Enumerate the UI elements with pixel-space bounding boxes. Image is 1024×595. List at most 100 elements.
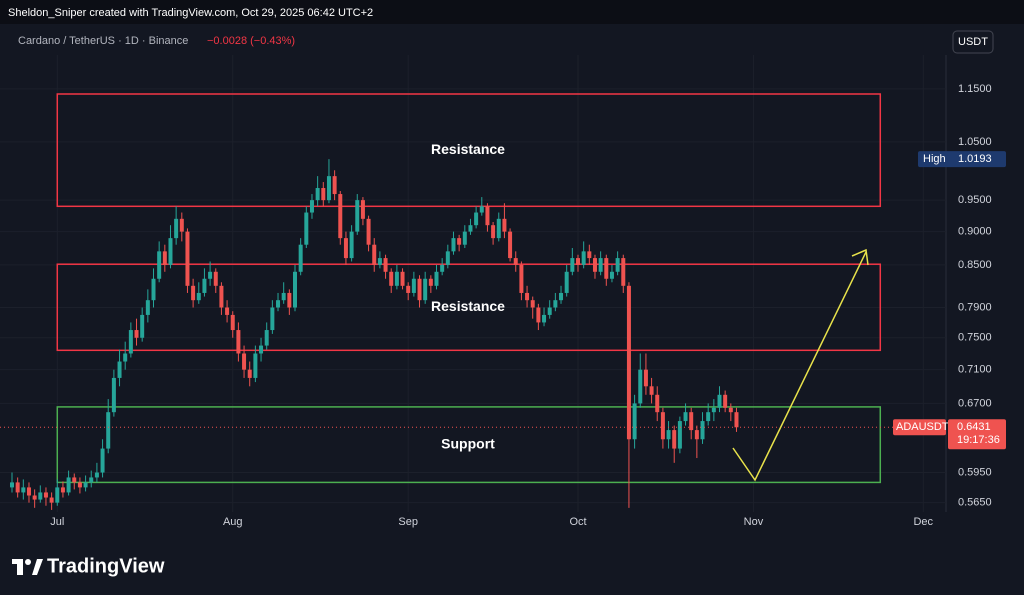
- candle-body: [694, 430, 699, 440]
- candle-body: [457, 238, 462, 245]
- candle-body: [672, 430, 677, 449]
- candle-body: [626, 285, 631, 440]
- x-tick-label: Dec: [913, 516, 933, 528]
- zone: [56, 263, 882, 352]
- candle-body: [383, 258, 388, 272]
- candle-body: [151, 278, 156, 301]
- currency[interactable]: USDT: [958, 36, 988, 48]
- candle-body: [462, 231, 467, 245]
- candle-body: [315, 188, 320, 201]
- candle-body: [111, 377, 116, 413]
- high-tag: [918, 151, 1006, 168]
- candle-body: [32, 495, 37, 500]
- zone-label: Resistance: [431, 141, 505, 157]
- candle-body: [547, 307, 552, 315]
- candle-body: [576, 258, 580, 265]
- candle-body: [615, 258, 620, 272]
- zone: [56, 93, 882, 208]
- candle-body: [632, 403, 637, 440]
- candle-body: [10, 482, 14, 488]
- header-text: Sheldon_Sniper created with TradingView.…: [8, 7, 373, 19]
- candle-body: [196, 292, 201, 301]
- ticker-tag: [893, 419, 946, 436]
- candle-body: [253, 353, 258, 378]
- logo: TradingView: [12, 555, 165, 577]
- candle-body: [343, 238, 348, 259]
- candle-body: [723, 394, 728, 408]
- candle-body: [49, 497, 54, 503]
- y-tick-label: 0.5650: [958, 497, 992, 509]
- candle-body: [649, 386, 654, 395]
- candle-body: [474, 212, 479, 226]
- arrow-head: [851, 248, 869, 266]
- candle-body: [106, 412, 111, 449]
- candle-body: [530, 300, 535, 308]
- header-bar: [0, 0, 1024, 24]
- y-tick-label: 0.9000: [958, 226, 992, 238]
- candle-body: [428, 278, 433, 286]
- candle-body: [247, 369, 252, 378]
- candle-body: [411, 278, 416, 293]
- candle-body: [394, 271, 399, 286]
- candle-body: [542, 314, 547, 323]
- currency-button[interactable]: [952, 30, 994, 54]
- candle-body: [185, 231, 190, 286]
- candle-body: [451, 238, 456, 252]
- candle-body: [21, 487, 26, 493]
- candle-body: [728, 407, 733, 413]
- candle-body: [77, 482, 82, 488]
- x-tick-label: Aug: [223, 516, 243, 528]
- zone-label: Support: [441, 435, 495, 451]
- change: −0.0028 (−0.43%): [207, 35, 295, 47]
- candle-body: [706, 412, 711, 422]
- high-value: 1.0193: [958, 153, 992, 165]
- candle-body: [666, 430, 671, 440]
- candle-body: [66, 477, 71, 493]
- candle-body: [259, 345, 264, 354]
- candle-body: [179, 218, 184, 232]
- candle-body: [94, 472, 99, 478]
- x-tick-label: Jul: [50, 516, 64, 528]
- candle-body: [468, 225, 473, 232]
- y-tick-label: 0.9500: [958, 194, 992, 206]
- candle-body: [587, 251, 592, 259]
- y-tick-label: 0.7500: [958, 332, 992, 344]
- candle-body: [717, 394, 722, 408]
- candle-body: [225, 307, 230, 315]
- y-tick-label: 0.5950: [958, 466, 992, 478]
- candle-body: [264, 330, 269, 346]
- y-tick-label: 0.7900: [958, 301, 992, 313]
- candle-body: [230, 314, 235, 331]
- candle-body: [491, 225, 496, 239]
- candle-body: [140, 314, 145, 338]
- candle-body: [191, 285, 196, 301]
- candle-body: [38, 492, 43, 500]
- x-tick-label: Oct: [569, 516, 586, 528]
- candle-body: [60, 487, 65, 493]
- x-tick-label: Nov: [744, 516, 764, 528]
- candle-body: [417, 278, 422, 301]
- candle-body: [355, 200, 360, 232]
- candle-body: [655, 394, 660, 413]
- y-tick-label: 1.0500: [958, 136, 992, 148]
- candle-body: [72, 477, 77, 483]
- candle-body: [213, 271, 218, 286]
- candle-body: [202, 278, 207, 293]
- candle-body: [332, 176, 337, 195]
- candle-body: [309, 200, 314, 213]
- candle-body: [734, 412, 739, 428]
- candle-body: [485, 206, 490, 226]
- candle-body: [536, 307, 541, 323]
- y-tick-label: 0.8500: [958, 259, 992, 271]
- candle-body: [638, 369, 643, 404]
- candle-body: [43, 492, 48, 498]
- candle-body: [689, 412, 694, 431]
- candle-body: [208, 271, 213, 279]
- candle-body: [349, 231, 354, 259]
- y-tick-label: 0.6700: [958, 397, 992, 409]
- candle-body: [219, 285, 224, 308]
- candle-body: [400, 271, 405, 286]
- candle-body: [525, 292, 530, 301]
